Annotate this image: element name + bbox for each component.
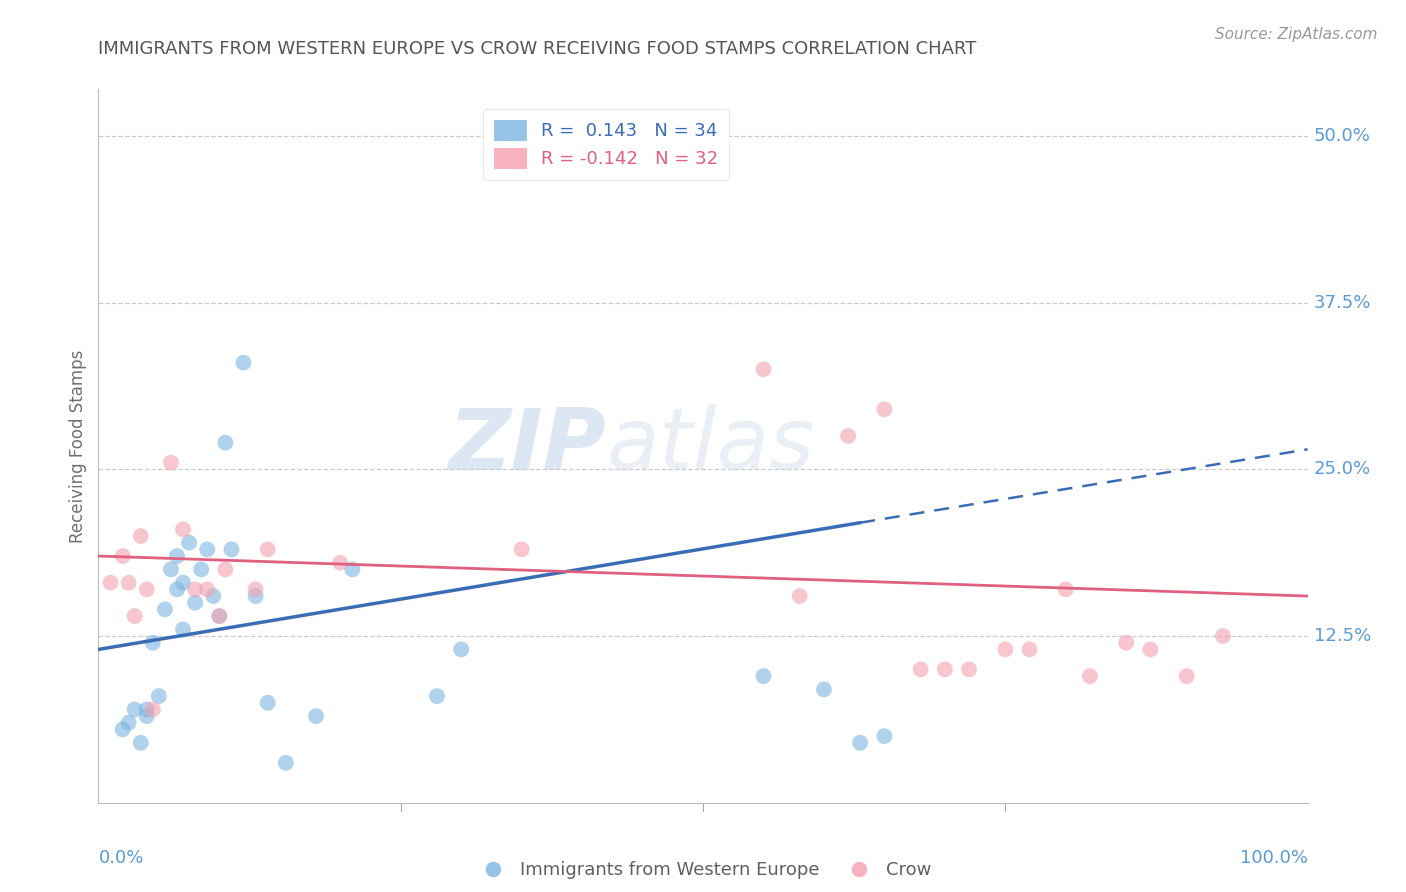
Point [232,356,254,370]
Point [118,575,141,590]
Point [910,662,932,676]
Point [873,402,896,417]
Point [129,736,152,750]
Point [135,582,157,597]
Point [214,562,236,576]
Point [184,582,207,597]
Point [849,736,872,750]
Point [160,456,183,470]
Point [274,756,297,770]
Point [342,562,364,576]
Point [190,562,212,576]
Point [1212,629,1234,643]
Point [245,582,267,597]
Point [118,715,141,730]
Y-axis label: Receiving Food Stamps: Receiving Food Stamps [69,350,87,542]
Point [129,529,152,543]
Point [837,429,859,443]
Point [208,609,231,624]
Point [256,696,278,710]
Point [100,575,122,590]
Point [510,542,533,557]
Point [256,542,278,557]
Text: IMMIGRANTS FROM WESTERN EUROPE VS CROW RECEIVING FOOD STAMPS CORRELATION CHART: IMMIGRANTS FROM WESTERN EUROPE VS CROW R… [98,40,977,58]
Point [177,535,201,549]
Text: 25.0%: 25.0% [1313,460,1371,478]
Point [142,636,165,650]
Point [873,729,896,743]
Point [166,582,188,597]
Point [1054,582,1077,597]
Point [195,582,218,597]
Point [124,702,146,716]
Point [172,623,194,637]
Text: atlas: atlas [606,404,814,488]
Point [752,669,775,683]
Point [221,542,243,557]
Point [1115,636,1137,650]
Point [111,723,134,737]
Point [214,435,236,450]
Point [957,662,980,676]
Point [135,709,157,723]
Point [184,596,207,610]
Point [195,542,218,557]
Point [160,562,183,576]
Point [208,609,231,624]
Legend: Immigrants from Western Europe, Crow: Immigrants from Western Europe, Crow [467,855,939,887]
Point [329,556,352,570]
Point [111,549,134,563]
Point [813,682,835,697]
Point [305,709,328,723]
Point [426,689,449,703]
Text: 12.5%: 12.5% [1313,627,1371,645]
Point [124,609,146,624]
Point [172,522,194,536]
Point [450,642,472,657]
Text: 50.0%: 50.0% [1313,127,1371,145]
Text: 0.0%: 0.0% [98,849,143,867]
Point [202,589,225,603]
Point [934,662,956,676]
Text: Source: ZipAtlas.com: Source: ZipAtlas.com [1215,27,1378,42]
Point [1139,642,1161,657]
Point [1175,669,1198,683]
Point [153,602,176,616]
Text: 37.5%: 37.5% [1313,293,1371,311]
Point [789,589,811,603]
Point [172,575,194,590]
Point [142,702,165,716]
Point [752,362,775,376]
Point [148,689,170,703]
Point [166,549,188,563]
Point [1078,669,1101,683]
Point [135,702,157,716]
Point [994,642,1017,657]
Text: 100.0%: 100.0% [1240,849,1308,867]
Point [1018,642,1040,657]
Text: ZIP: ZIP [449,404,606,488]
Point [245,589,267,603]
